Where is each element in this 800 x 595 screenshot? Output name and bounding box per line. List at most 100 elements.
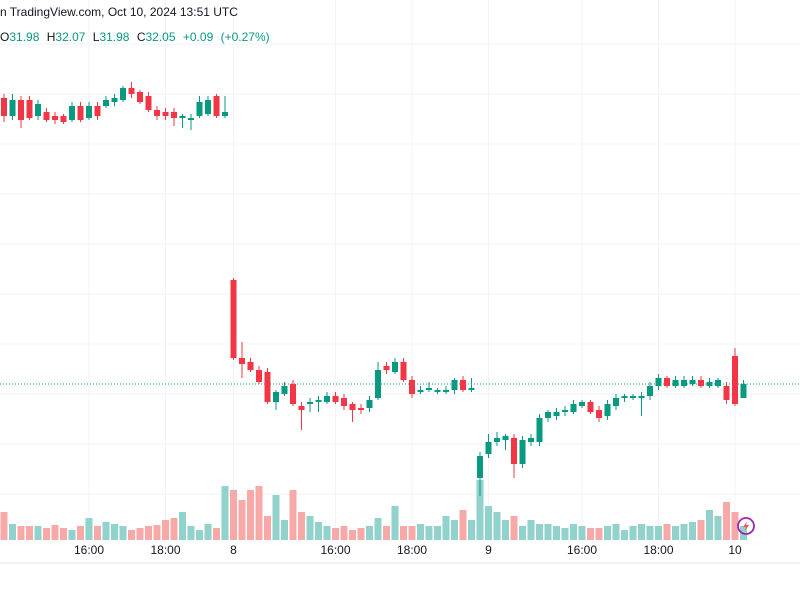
- volume-bar: [136, 528, 144, 540]
- volume-bar: [663, 524, 671, 540]
- volume-bar: [306, 516, 314, 540]
- candle-body: [366, 400, 373, 408]
- volume-bar: [425, 526, 433, 540]
- x-tick-label: 18:00: [643, 543, 673, 557]
- volume-bar: [434, 526, 441, 540]
- candle-body: [69, 106, 75, 120]
- volume-bar: [697, 520, 705, 540]
- volume-bar: [349, 530, 356, 540]
- candle-body: [281, 386, 288, 394]
- candle-body: [332, 396, 339, 402]
- candle-body: [35, 104, 41, 116]
- candle-body: [171, 112, 177, 118]
- candle-body: [145, 96, 152, 110]
- candle-body: [273, 392, 279, 402]
- volume-bar: [672, 526, 679, 540]
- x-tick-label: 10: [728, 543, 742, 557]
- volume-bar: [85, 518, 93, 540]
- candle-body: [128, 88, 135, 94]
- volume-bar: [485, 506, 492, 540]
- volume-bar: [561, 528, 569, 540]
- candle-body: [630, 396, 636, 398]
- candle-body: [681, 380, 687, 386]
- volume-bar: [357, 528, 365, 540]
- volume-bar: [544, 524, 552, 540]
- replay-icon[interactable]: [737, 517, 755, 535]
- volume-bar: [43, 528, 50, 540]
- x-tick-label: 8: [230, 543, 237, 557]
- volume-bar: [706, 510, 713, 540]
- volume-bar: [9, 524, 16, 540]
- candle-body: [213, 96, 220, 116]
- candle-body: [349, 404, 356, 410]
- candle-body: [562, 410, 568, 412]
- volume-bar: [612, 524, 620, 540]
- volume-bar: [272, 495, 280, 540]
- candles: [1, 82, 747, 496]
- candle-body: [222, 112, 228, 116]
- candle-body: [52, 116, 58, 120]
- volume-bar: [170, 518, 178, 540]
- candle-body: [307, 402, 313, 404]
- change-percent: (+0.27%): [221, 30, 270, 44]
- candle-body: [256, 370, 262, 382]
- volume-bar: [60, 528, 67, 540]
- volume-bar: [587, 528, 594, 540]
- candle-body: [494, 438, 500, 442]
- candle-body: [468, 388, 475, 390]
- volume-bar: [493, 512, 501, 540]
- x-tick-label: 18:00: [150, 543, 180, 557]
- candle-body: [613, 398, 619, 406]
- volume-bar: [247, 490, 254, 540]
- ohlc-label: O: [0, 30, 9, 44]
- candle-body: [247, 362, 254, 370]
- candle-body: [94, 106, 101, 116]
- candle-body: [298, 406, 305, 410]
- candle-body: [570, 404, 577, 412]
- candle-body: [409, 380, 415, 394]
- candle-body: [579, 402, 585, 406]
- volume-bar: [340, 526, 348, 540]
- volume-bar: [187, 526, 195, 540]
- volume-bar: [510, 516, 518, 540]
- candle-body: [740, 384, 747, 398]
- candle-body: [443, 390, 449, 392]
- candle-body: [545, 412, 551, 418]
- volume-bar: [230, 490, 237, 540]
- candle-body: [179, 116, 186, 118]
- candle-body: [196, 102, 203, 116]
- candle-body: [60, 116, 67, 122]
- volume-bar: [638, 524, 645, 540]
- grid: [0, 0, 800, 540]
- ohlc-legend: O31.98 H32.07 L31.98 C32.05 +0.09 (+0.27…: [0, 30, 270, 44]
- candle-body: [18, 100, 24, 120]
- candle-body: [205, 100, 211, 114]
- volume-bar: [536, 524, 543, 540]
- volume-bar: [655, 526, 662, 540]
- candle-body: [621, 396, 628, 398]
- candle-body: [375, 370, 381, 398]
- volume-bar: [578, 526, 586, 540]
- volume-bar: [476, 480, 484, 540]
- candle-body: [460, 380, 466, 390]
- volume-bar: [77, 526, 84, 540]
- volume-bar: [374, 518, 382, 540]
- ohlc-label: C: [137, 30, 146, 44]
- x-tick-label: 9: [485, 543, 492, 557]
- candle-body: [434, 390, 441, 392]
- icon-ring: [737, 517, 755, 535]
- candle-body: [239, 358, 245, 364]
- candle-body: [392, 362, 398, 372]
- candle-body: [137, 92, 143, 102]
- candle-body: [111, 98, 118, 102]
- candle-body: [154, 110, 160, 116]
- volume-bar: [204, 524, 212, 540]
- candle-body: [324, 396, 330, 402]
- volume-bar: [213, 528, 220, 540]
- candle-body: [638, 396, 645, 398]
- volume-bar: [595, 528, 603, 540]
- volume-bar: [680, 524, 688, 540]
- volume-bar: [289, 490, 297, 540]
- ohlc-value: 32.07: [55, 30, 85, 44]
